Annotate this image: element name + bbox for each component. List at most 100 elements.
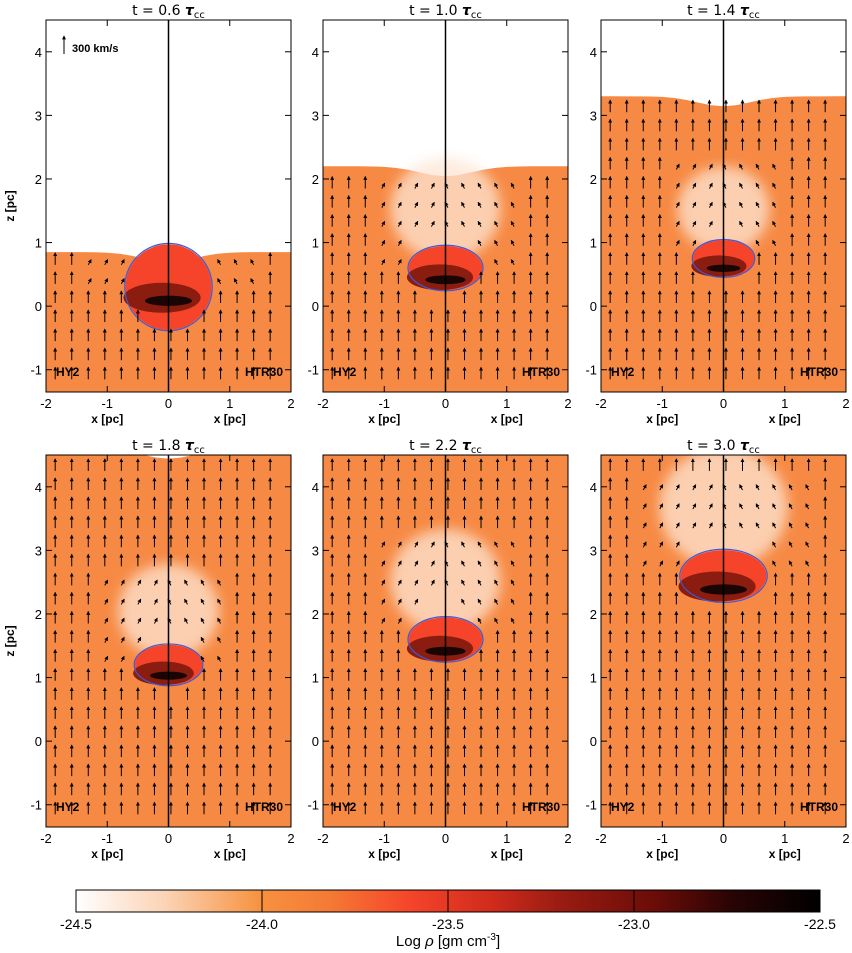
velocity-arrow <box>430 560 435 567</box>
velocity-arrow <box>200 598 205 605</box>
velocity-arrow <box>772 541 777 548</box>
velocity-arrow <box>200 617 205 624</box>
right-simulation-label: HTR30 <box>522 800 560 814</box>
x-tick-label: 1 <box>781 396 788 411</box>
x-tick-label: 2 <box>287 831 294 846</box>
x-axis-label: x [pc] <box>646 847 678 861</box>
velocity-arrow <box>805 503 810 510</box>
velocity-arrow <box>739 201 743 208</box>
y-tick-label: 1 <box>35 236 42 251</box>
velocity-arrow <box>430 220 435 227</box>
velocity-arrow <box>184 598 188 605</box>
velocity-arrow <box>692 522 697 529</box>
velocity-arrow <box>675 503 680 510</box>
y-tick-label: 1 <box>35 671 42 686</box>
velocity-arrow <box>510 258 515 266</box>
velocity-arrow <box>659 541 664 548</box>
panel: -2 -1 0 1 2 -1 0 1 2 3 4 x [pc] x [pc] z [pc] t = 0.6 … <box>3 3 295 426</box>
x-tick-label: 1 <box>503 831 510 846</box>
velocity-arrow <box>788 541 793 548</box>
velocity-arrow <box>708 163 713 170</box>
y-tick-label: 3 <box>35 108 42 123</box>
velocity-arrow <box>510 617 515 624</box>
velocity-arrow <box>414 220 419 227</box>
panel-title: t = 0.6 τcc <box>132 3 205 21</box>
velocity-arrow <box>184 579 188 586</box>
velocity-arrow <box>494 560 499 567</box>
right-simulation-label: HTR30 <box>522 365 560 379</box>
velocity-arrow <box>381 579 386 586</box>
velocity-arrow <box>675 484 680 491</box>
velocity-arrow <box>414 598 419 605</box>
y-tick-label: 3 <box>35 543 42 558</box>
x-tick-label: -2 <box>317 396 329 411</box>
x-tick-label: 1 <box>226 396 233 411</box>
velocity-arrow <box>805 484 810 491</box>
x-tick-label: -2 <box>40 831 52 846</box>
panel: -2 -1 0 1 2 -1 0 1 2 3 4 x [pc] x [pc] t = 1.4 τcc HY2… <box>585 3 849 426</box>
velocity-arrow <box>510 560 515 567</box>
x-tick-label: 2 <box>564 396 571 411</box>
velocity-field <box>330 458 550 815</box>
velocity-arrow <box>692 484 697 491</box>
x-tick-label: -2 <box>595 396 607 411</box>
y-tick-label: 4 <box>590 480 597 495</box>
left-simulation-label: HY2 <box>611 800 635 814</box>
velocity-arrow <box>217 655 222 662</box>
y-tick-label: -1 <box>30 798 42 813</box>
y-tick-label: 2 <box>590 607 597 622</box>
right-simulation-label: HTR30 <box>245 365 283 379</box>
velocity-arrow <box>494 182 499 189</box>
y-tick-label: 2 <box>590 172 597 187</box>
velocity-arrow <box>477 617 482 624</box>
colorbar-tick-label: -22.5 <box>804 916 836 932</box>
velocity-arrow <box>692 163 697 170</box>
velocity-arrow <box>217 258 222 266</box>
velocity-arrow <box>494 617 499 624</box>
velocity-arrow <box>461 560 465 567</box>
velocity-arrow <box>397 220 402 227</box>
velocity-arrow <box>477 598 482 605</box>
y-axis-label: z [pc] <box>3 190 17 221</box>
y-tick-label: 1 <box>590 671 597 686</box>
velocity-arrow <box>772 239 777 246</box>
velocity-arrow <box>675 541 680 548</box>
velocity-arrow <box>137 579 142 586</box>
velocity-arrow <box>708 182 713 189</box>
velocity-arrow <box>772 484 777 491</box>
velocity-arrow <box>137 636 142 643</box>
velocity-arrow <box>153 579 158 586</box>
velocity-arrow <box>104 617 109 624</box>
velocity-arrow <box>494 598 499 605</box>
right-simulation-label: HTR30 <box>245 800 283 814</box>
velocity-scale-label: 300 km/s <box>72 43 118 55</box>
velocity-arrow <box>788 560 793 567</box>
velocity-arrow <box>477 239 482 246</box>
velocity-arrow <box>200 579 205 586</box>
velocity-arrow <box>461 220 465 227</box>
velocity-arrow <box>233 258 238 266</box>
panel-title: t = 2.2 τcc <box>409 438 482 456</box>
velocity-arrow <box>461 182 465 189</box>
velocity-arrow <box>397 579 402 586</box>
y-tick-label: 0 <box>35 734 42 749</box>
x-axis-label: x [pc] <box>91 412 123 426</box>
x-tick-label: 0 <box>720 396 727 411</box>
velocity-arrow <box>659 484 664 491</box>
velocity-arrow <box>510 220 515 227</box>
velocity-arrow <box>414 541 419 548</box>
velocity-arrow <box>675 220 680 227</box>
velocity-arrow <box>708 220 713 227</box>
panel-title: t = 1.0 τcc <box>409 3 482 21</box>
y-tick-label: 0 <box>312 299 319 314</box>
velocity-arrow <box>772 522 777 529</box>
velocity-arrow <box>430 201 435 208</box>
velocity-arrow <box>430 182 435 189</box>
velocity-arrow <box>381 541 386 548</box>
left-simulation-label: HY2 <box>56 365 80 379</box>
velocity-arrow <box>755 201 760 208</box>
velocity-arrow <box>494 258 499 266</box>
x-tick-label: -1 <box>378 831 390 846</box>
velocity-arrow <box>233 278 238 285</box>
colorbar-tick-label: -23.5 <box>432 916 464 932</box>
